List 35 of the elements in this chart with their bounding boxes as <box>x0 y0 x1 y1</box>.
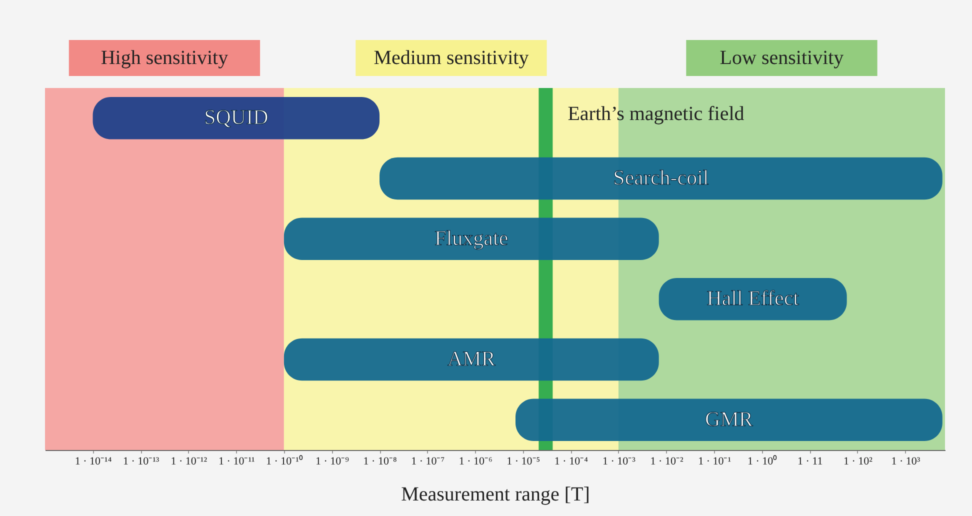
x-tick-label: 1 · 10⁻⁸ <box>363 456 397 468</box>
x-tick-label: 1 · 10⁻³ <box>602 456 636 468</box>
x-tick-label: 1 · 10⁰ <box>748 454 778 468</box>
x-tick-label: 1 · 10⁻⁶ <box>458 456 493 468</box>
x-tick-label: 1 · 11 <box>798 456 823 468</box>
bar <box>284 218 659 260</box>
bar <box>658 278 847 320</box>
bar <box>380 157 942 200</box>
x-tick-label: 1 · 10⁻¹ <box>698 456 732 468</box>
y-tick-label: Fluxgate <box>434 226 508 250</box>
x-tick-label: 1 · 10³ <box>891 456 921 468</box>
x-axis-title: Measurement range [T] <box>401 484 590 506</box>
x-tick-label: 1 · 10⁻¹² <box>170 456 208 468</box>
bar <box>284 338 659 381</box>
band-label: Low sensitivity <box>720 47 844 69</box>
bar <box>92 97 380 140</box>
x-tick-label: 1 · 10⁻⁷ <box>411 456 445 468</box>
x-tick-label: 1 · 10⁻⁵ <box>506 456 540 468</box>
band-label: Medium sensitivity <box>374 47 529 69</box>
x-tick-label: 1 · 10⁻⁹ <box>315 456 350 468</box>
x-tick-label: 1 · 10⁻⁴ <box>554 456 588 468</box>
x-tick-label: 1 · 10⁻¹⁴ <box>74 456 112 468</box>
y-tick-label: Hall Effect <box>706 286 800 310</box>
y-tick-label: AMR <box>447 346 496 370</box>
ref-line-label: Earth’s magnetic field <box>568 103 744 125</box>
x-tick-label: 1 · 10⁻² <box>650 456 684 468</box>
bar <box>515 398 942 441</box>
y-tick-label: GMR <box>705 406 753 431</box>
y-tick-label: Search-coil <box>613 166 709 190</box>
y-tick-label: SQUID <box>204 105 268 130</box>
x-tick-label: 1 · 10⁻¹⁰ <box>266 454 303 468</box>
x-tick-label: 1 · 10⁻¹¹ <box>218 456 255 468</box>
band-label: High sensitivity <box>100 47 228 69</box>
x-tick-label: 1 · 10² <box>843 456 874 468</box>
x-tick-label: 1 · 10⁻¹³ <box>122 456 160 468</box>
